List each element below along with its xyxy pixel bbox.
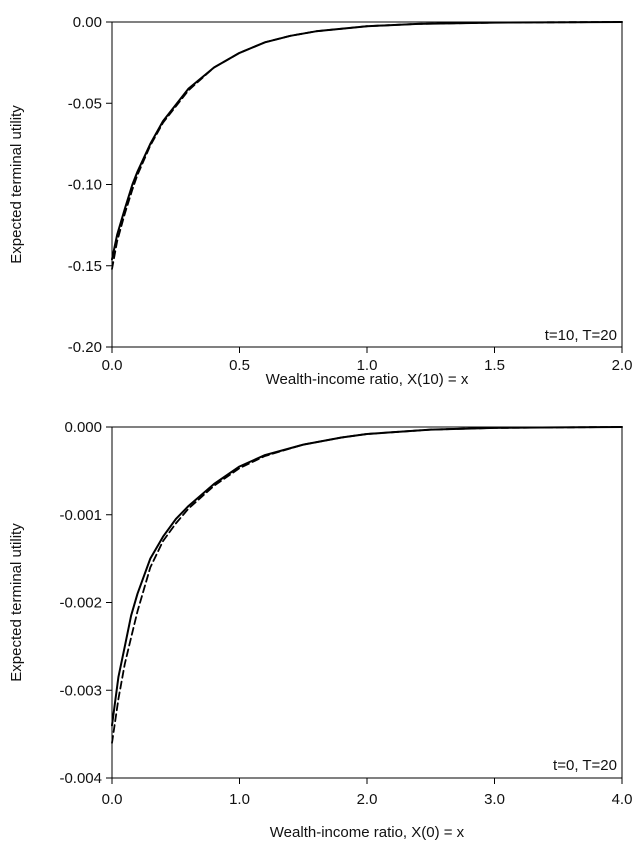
- y-tick-label: -0.002: [59, 595, 102, 612]
- y-tick-label: -0.10: [68, 177, 102, 194]
- y-tick-label: -0.15: [68, 258, 102, 275]
- series-lines: [111, 21, 623, 270]
- panel-annotation: t=0, T=20: [553, 757, 617, 774]
- tick-labels: 0.0 0.5 1.0 1.5 2.0 0.00 -0.05 -0.10 -0.15 -0.20: [68, 14, 633, 374]
- y-tick-label: 0.00: [73, 14, 102, 31]
- y-axis-title: Expected terminal utility: [8, 523, 25, 682]
- series-dashed-line: [111, 21, 623, 270]
- y-tick-label: -0.05: [68, 95, 102, 112]
- x-tick-label: 0.0: [102, 791, 123, 808]
- y-tick-label: -0.20: [68, 339, 102, 356]
- plot-frame: [111, 426, 623, 779]
- x-tick-label: 2.0: [612, 357, 633, 374]
- x-tick-label: 1.0: [357, 357, 378, 374]
- y-tick-label: -0.003: [59, 682, 102, 699]
- plot-frame: [111, 21, 623, 348]
- tick-marks: [106, 21, 623, 353]
- x-tick-label: 1.0: [229, 791, 250, 808]
- x-tick-label: 2.0: [357, 791, 378, 808]
- y-tick-label: -0.001: [59, 507, 102, 524]
- series-solid-line: [111, 426, 623, 727]
- series-lines: [111, 426, 623, 744]
- y-axis-title: Expected terminal utility: [8, 105, 25, 264]
- x-tick-label: 0.5: [229, 357, 250, 374]
- y-tick-label: 0.000: [64, 419, 102, 436]
- x-axis-title: Wealth-income ratio, X(10) = x: [266, 371, 469, 388]
- y-tick-label: -0.004: [59, 770, 102, 787]
- panel-annotation: t=10, T=20: [545, 327, 617, 344]
- tick-marks: [106, 426, 623, 784]
- x-axis-title: Wealth-income ratio, X(0) = x: [270, 824, 465, 841]
- x-tick-label: 1.5: [484, 357, 505, 374]
- chart-panel-top: 0.0 0.5 1.0 1.5 2.00.00-0.05-0.10-0.15-0.20 …: [8, 14, 632, 388]
- series-dashed-line: [111, 426, 623, 744]
- chart-panel-bottom: 0.0 1.0 2.0 3.0 4.0 0.000 -0.001 -0.002 -0.003 -0…: [8, 419, 632, 841]
- x-tick-label: 4.0: [612, 791, 633, 808]
- x-tick-label: 0.0: [102, 357, 123, 374]
- tick-labels: 0.0 1.0 2.0 3.0 4.0 0.000 -0.001 -0.002 -0.003 -0…: [59, 419, 632, 808]
- x-tick-label: 3.0: [484, 791, 505, 808]
- series-solid-line: [111, 21, 623, 261]
